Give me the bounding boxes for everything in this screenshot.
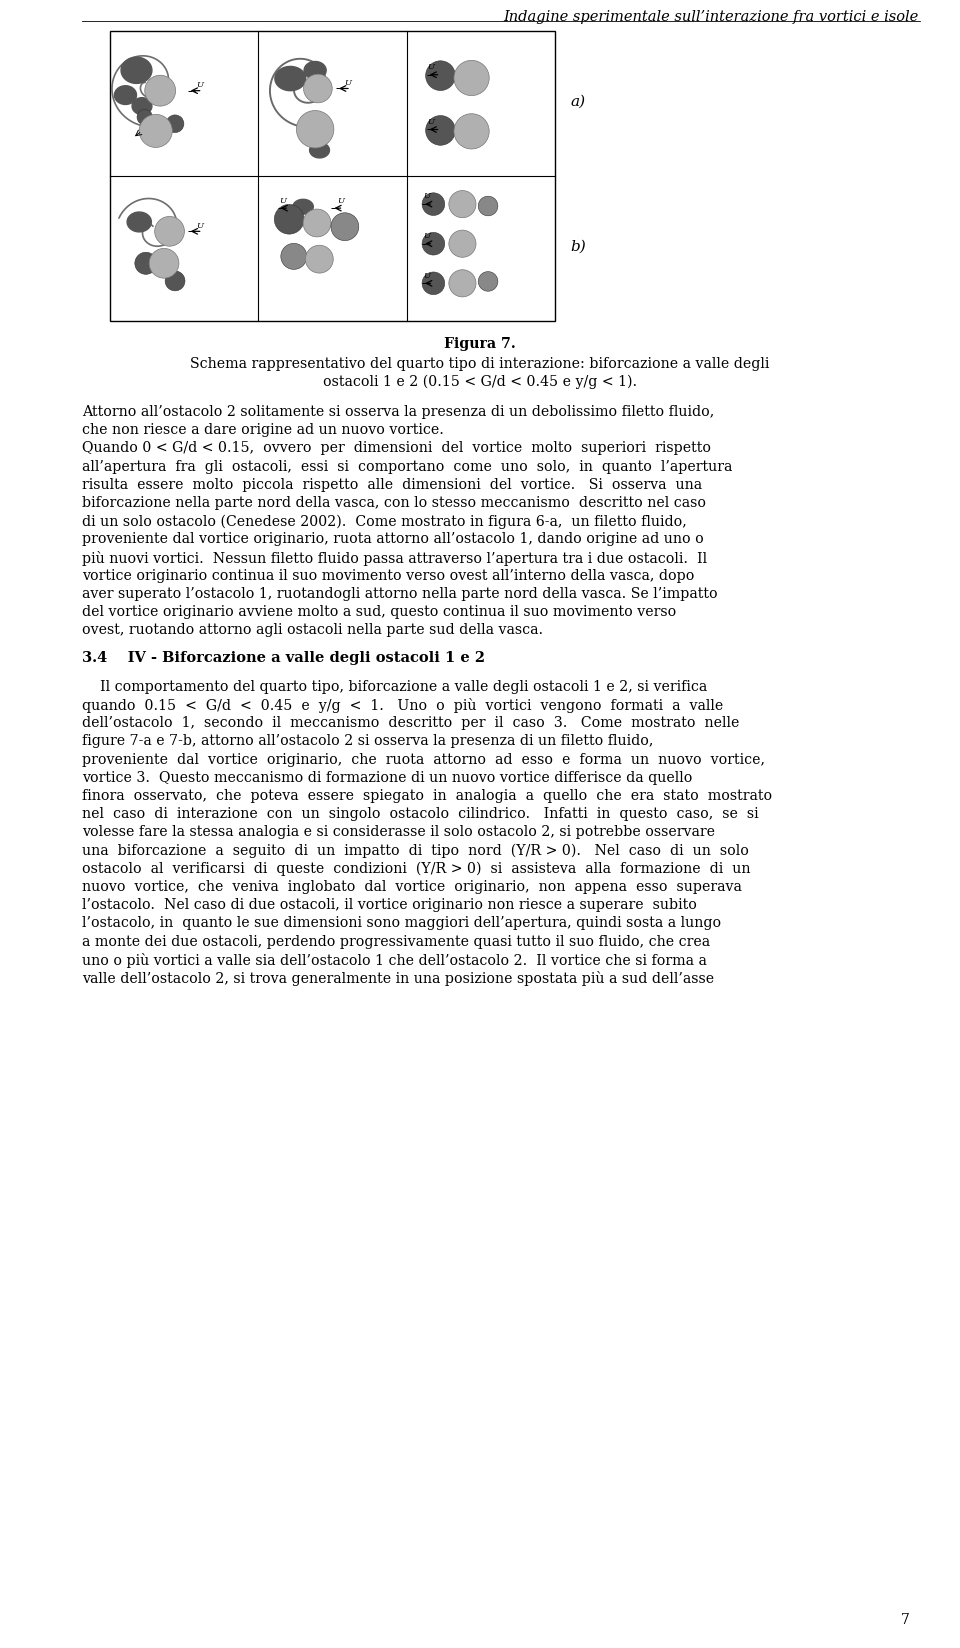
Text: nuovo  vortice,  che  veniva  inglobato  dal  vortice  originario,  non  appena : nuovo vortice, che veniva inglobato dal … <box>82 880 742 893</box>
Text: ostacoli 1 e 2 (0.15 < G/d < 0.45 e y/g < 1).: ostacoli 1 e 2 (0.15 < G/d < 0.45 e y/g … <box>323 374 637 389</box>
Text: Attorno all’ostacolo 2 solitamente si osserva la presenza di un debolissimo file: Attorno all’ostacolo 2 solitamente si os… <box>82 405 714 419</box>
Circle shape <box>425 117 455 147</box>
Circle shape <box>454 61 490 97</box>
Text: Schema rappresentativo del quarto tipo di interazione: biforcazione a valle degl: Schema rappresentativo del quarto tipo d… <box>190 356 770 371</box>
Text: aver superato l’ostacolo 1, ruotandogli attorno nella parte nord della vasca. Se: aver superato l’ostacolo 1, ruotandogli … <box>82 587 718 600</box>
Text: Figura 7.: Figura 7. <box>444 336 516 351</box>
Text: U: U <box>197 81 204 89</box>
Text: U: U <box>345 79 351 87</box>
Circle shape <box>478 198 498 216</box>
Text: ostacolo  al  verificarsi  di  queste  condizioni  (Y/R > 0)  si  assisteva  all: ostacolo al verificarsi di queste condiz… <box>82 862 751 875</box>
Text: risulta  essere  molto  piccola  rispetto  alle  dimensioni  del  vortice.   Si : risulta essere molto piccola rispetto al… <box>82 478 702 491</box>
Text: biforcazione nella parte nord della vasca, con lo stesso meccanismo  descritto n: biforcazione nella parte nord della vasc… <box>82 496 706 509</box>
Text: valle dell’ostacolo 2, si trova generalmente in una posizione spostata più a sud: valle dell’ostacolo 2, si trova generalm… <box>82 971 714 986</box>
Polygon shape <box>114 87 136 105</box>
Polygon shape <box>132 99 152 115</box>
Text: 7: 7 <box>900 1612 909 1627</box>
Text: l’ostacolo, in  quanto le sue dimensioni sono maggiori dell’apertura, quindi sos: l’ostacolo, in quanto le sue dimensioni … <box>82 916 721 929</box>
Circle shape <box>422 274 444 295</box>
Circle shape <box>275 206 304 236</box>
Text: ovest, ruotando attorno agli ostacoli nella parte sud della vasca.: ovest, ruotando attorno agli ostacoli ne… <box>82 623 543 638</box>
Text: 3.4    IV - Biforcazione a valle degli ostacoli 1 e 2: 3.4 IV - Biforcazione a valle degli osta… <box>82 651 485 664</box>
Text: proveniente  dal  vortice  originario,  che  ruota  attorno  ad  esso  e  forma : proveniente dal vortice originario, che … <box>82 751 765 766</box>
Text: all’apertura  fra  gli  ostacoli,  essi  si  comportano  come  uno  solo,  in  q: all’apertura fra gli ostacoli, essi si c… <box>82 460 732 473</box>
Text: finora  osservato,  che  poteva  essere  spiegato  in  analogia  a  quello  che : finora osservato, che poteva essere spie… <box>82 788 772 803</box>
Circle shape <box>449 270 476 298</box>
Text: U: U <box>337 198 345 204</box>
Circle shape <box>303 76 332 104</box>
Text: Il comportamento del quarto tipo, biforcazione a valle degli ostacoli 1 e 2, si : Il comportamento del quarto tipo, biforc… <box>82 679 708 694</box>
Text: del vortice originario avviene molto a sud, questo continua il suo movimento ver: del vortice originario avviene molto a s… <box>82 605 676 620</box>
Text: quando  0.15  <  G/d  <  0.45  e  y/g  <  1.   Uno  o  più  vortici  vengono  fo: quando 0.15 < G/d < 0.45 e y/g < 1. Uno … <box>82 697 723 712</box>
Text: proveniente dal vortice originario, ruota attorno all’ostacolo 1, dando origine : proveniente dal vortice originario, ruot… <box>82 532 704 545</box>
Text: di un solo ostacolo (Cenedese 2002).  Come mostrato in figura 6-a,  un filetto f: di un solo ostacolo (Cenedese 2002). Com… <box>82 514 686 529</box>
Circle shape <box>422 194 444 216</box>
Circle shape <box>145 76 176 107</box>
Polygon shape <box>127 213 152 232</box>
Circle shape <box>422 234 444 255</box>
Polygon shape <box>304 63 326 81</box>
Text: U: U <box>428 63 435 71</box>
Text: Quando 0 < G/d < 0.15,  ovvero  per  dimensioni  del  vortice  molto  superiori : Quando 0 < G/d < 0.15, ovvero per dimens… <box>82 442 711 455</box>
Text: nel  caso  di  interazione  con  un  singolo  ostacolo  cilindrico.   Infatti  i: nel caso di interazione con un singolo o… <box>82 808 758 821</box>
Text: l’ostacolo.  Nel caso di due ostacoli, il vortice originario non riesce a supera: l’ostacolo. Nel caso di due ostacoli, il… <box>82 898 697 911</box>
Text: uno o più vortici a valle sia dell’ostacolo 1 che dell’ostacolo 2.  Il vortice c: uno o più vortici a valle sia dell’ostac… <box>82 953 707 967</box>
Text: figure 7-a e 7-b, attorno all’ostacolo 2 si osserva la presenza di un filetto fl: figure 7-a e 7-b, attorno all’ostacolo 2… <box>82 733 654 748</box>
Text: U: U <box>423 272 430 280</box>
Circle shape <box>449 191 476 219</box>
Polygon shape <box>310 143 329 158</box>
Circle shape <box>149 249 179 279</box>
Circle shape <box>425 61 455 91</box>
Circle shape <box>155 218 184 247</box>
Text: U: U <box>428 119 435 125</box>
Circle shape <box>139 115 172 148</box>
Text: U: U <box>197 222 204 229</box>
Circle shape <box>454 115 490 150</box>
Text: volesse fare la stessa analogia e si considerasse il solo ostacolo 2, si potrebb: volesse fare la stessa analogia e si con… <box>82 826 715 839</box>
Text: U: U <box>279 198 287 204</box>
Circle shape <box>281 244 307 270</box>
Polygon shape <box>121 58 152 84</box>
Circle shape <box>305 246 333 274</box>
Text: a monte dei due ostacoli, perdendo progressivamente quasi tutto il suo fluido, c: a monte dei due ostacoli, perdendo progr… <box>82 934 710 948</box>
Polygon shape <box>275 68 305 92</box>
Circle shape <box>331 214 359 242</box>
Circle shape <box>303 209 331 237</box>
Text: U: U <box>423 232 430 239</box>
Text: U: U <box>423 193 430 199</box>
Circle shape <box>134 254 156 275</box>
Text: una  biforcazione  a  seguito  di  un  impatto  di  tipo  nord  (Y/R > 0).   Nel: una biforcazione a seguito di un impatto… <box>82 844 749 857</box>
Circle shape <box>297 112 334 148</box>
Circle shape <box>165 272 185 292</box>
Circle shape <box>166 115 184 133</box>
Bar <box>110 31 555 321</box>
Text: più nuovi vortici.  Nessun filetto fluido passa attraverso l’apertura tra i due : più nuovi vortici. Nessun filetto fluido… <box>82 550 708 565</box>
Text: dell’ostacolo  1,  secondo  il  meccanismo  descritto  per  il  caso  3.   Come : dell’ostacolo 1, secondo il meccanismo d… <box>82 715 739 730</box>
Text: b): b) <box>570 239 586 254</box>
Text: vortice originario continua il suo movimento verso ovest all’interno della vasca: vortice originario continua il suo movim… <box>82 569 694 582</box>
Text: Indagine sperimentale sull’interazione fra vortici e isole: Indagine sperimentale sull’interazione f… <box>503 10 918 25</box>
Text: che non riesce a dare origine ad un nuovo vortice.: che non riesce a dare origine ad un nuov… <box>82 424 444 437</box>
Text: a): a) <box>570 94 586 109</box>
Text: vortice 3.  Questo meccanismo di formazione di un nuovo vortice differisce da qu: vortice 3. Questo meccanismo di formazio… <box>82 770 692 784</box>
Circle shape <box>478 272 498 292</box>
Polygon shape <box>293 199 313 214</box>
Circle shape <box>449 231 476 259</box>
Circle shape <box>137 110 153 125</box>
